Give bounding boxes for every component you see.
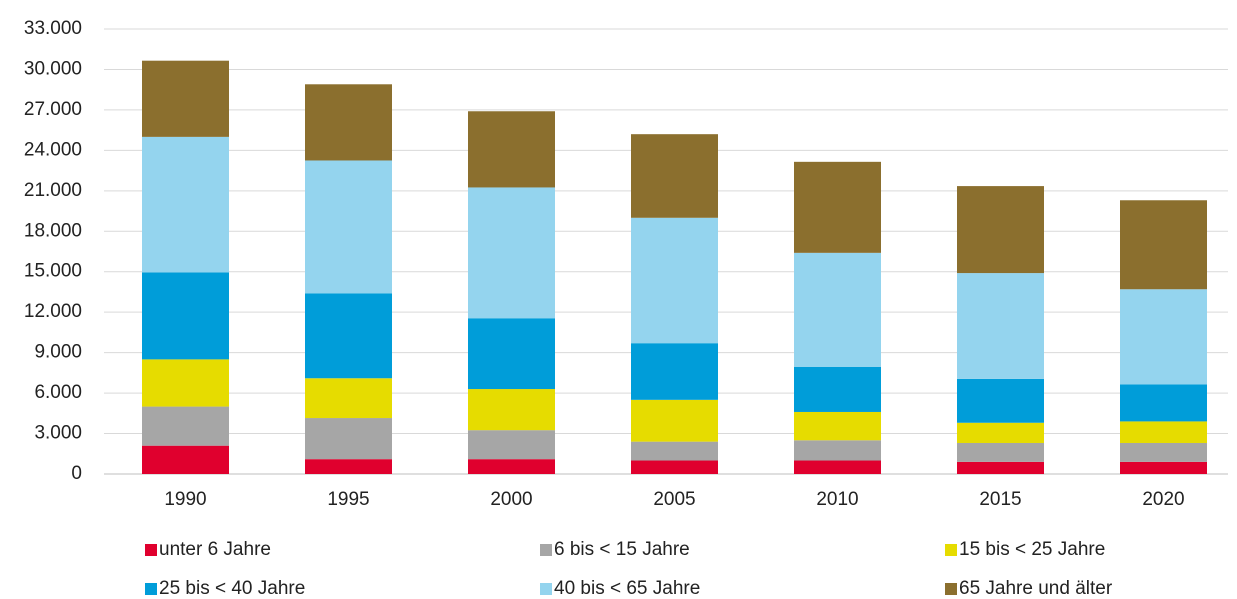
bar-segment (631, 217, 718, 344)
x-tick-label: 2000 (490, 489, 532, 510)
y-tick-label: 24.000 (24, 139, 82, 160)
bar-segment (957, 442, 1044, 462)
bar-segment (468, 111, 555, 188)
x-tick-label: 2015 (979, 489, 1021, 510)
bar-segment (305, 84, 392, 161)
bar-segment (305, 160, 392, 294)
bar-segment (794, 252, 881, 367)
x-tick-label: 2010 (816, 489, 858, 510)
bar-segment (631, 343, 718, 400)
legend-label: 65 Jahre und älter (959, 578, 1113, 599)
bar-segment (468, 389, 555, 431)
y-tick-label: 21.000 (24, 180, 82, 201)
legend-label: unter 6 Jahre (159, 539, 271, 560)
y-tick-label: 12.000 (24, 301, 82, 322)
bar-segment (1120, 461, 1207, 474)
x-tick-label: 1995 (327, 489, 369, 510)
bar-segment (468, 187, 555, 319)
legend-swatch (540, 544, 552, 556)
bar-segment (305, 293, 392, 379)
bar-segment (1120, 384, 1207, 422)
legend-label: 40 bis < 65 Jahre (554, 578, 700, 599)
bar-segment (794, 411, 881, 441)
y-tick-label: 9.000 (34, 342, 82, 363)
bar-segment (957, 461, 1044, 474)
bar-segment (142, 406, 229, 446)
bar-segment (957, 186, 1044, 274)
y-tick-label: 15.000 (24, 261, 82, 282)
bar-segment (305, 378, 392, 419)
bar-segment (468, 459, 555, 474)
bar-segment (794, 366, 881, 412)
bar-segment (468, 318, 555, 390)
x-tick-label: 1990 (164, 489, 206, 510)
legend-label: 6 bis < 15 Jahre (554, 539, 690, 560)
bar-segment (1120, 421, 1207, 443)
legend-label: 15 bis < 25 Jahre (959, 539, 1105, 560)
bar-segment (631, 460, 718, 474)
bar-segment (305, 459, 392, 474)
bar-segment (142, 445, 229, 474)
bar-segment (631, 441, 718, 461)
legend-swatch (945, 544, 957, 556)
bar-segment (794, 161, 881, 253)
bar-segment (468, 430, 555, 460)
x-tick-label: 2020 (1142, 489, 1184, 510)
x-tick-label: 2005 (653, 489, 695, 510)
bar-segment (957, 422, 1044, 443)
bar-segment (1120, 289, 1207, 385)
y-tick-label: 27.000 (24, 99, 82, 120)
legend-swatch (145, 544, 157, 556)
bar-segment (142, 272, 229, 360)
bar-segment (794, 440, 881, 461)
legend-swatch (145, 583, 157, 595)
bar-segment (142, 136, 229, 273)
bar-segment (142, 359, 229, 407)
bar-segment (305, 418, 392, 460)
bar-segment (794, 460, 881, 474)
bar-segment (631, 399, 718, 442)
y-tick-label: 18.000 (24, 220, 82, 241)
y-tick-label: 3.000 (34, 423, 82, 444)
legend-label: 25 bis < 40 Jahre (159, 578, 305, 599)
bar-segment (957, 273, 1044, 379)
bar-segment (142, 60, 229, 137)
bar-segment (1120, 200, 1207, 290)
bar-segment (631, 134, 718, 218)
bar-segment (1120, 442, 1207, 462)
legend-swatch (945, 583, 957, 595)
bar-segment (957, 378, 1044, 423)
legend-swatch (540, 583, 552, 595)
y-tick-label: 33.000 (24, 18, 82, 39)
y-tick-label: 6.000 (34, 382, 82, 403)
y-tick-label: 30.000 (24, 58, 82, 79)
y-tick-label: 0 (71, 463, 82, 484)
